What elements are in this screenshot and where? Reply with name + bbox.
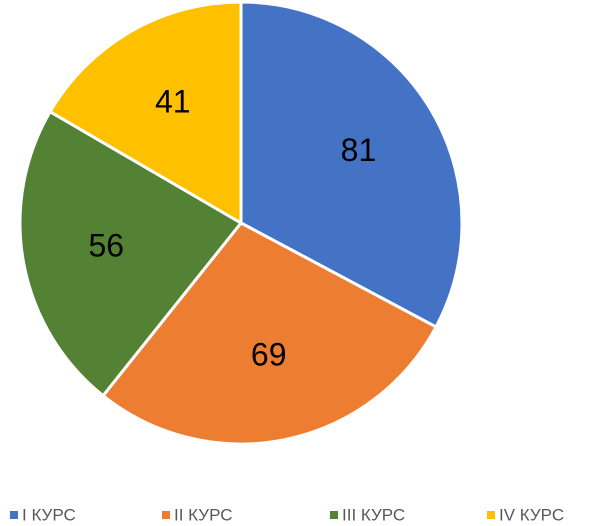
data-label: 56 <box>89 228 125 264</box>
legend-swatch <box>487 511 495 519</box>
pie-slice <box>239 0 464 329</box>
legend-label: IV КУРС <box>499 505 564 524</box>
pie-slice <box>48 0 243 226</box>
data-label: 81 <box>341 132 377 168</box>
legend-swatch <box>10 511 18 519</box>
legend-swatch <box>330 511 338 519</box>
data-label: 69 <box>251 337 287 373</box>
legend-label: II КУРС <box>174 505 233 524</box>
data-label: 41 <box>155 84 191 120</box>
pie-slice <box>100 221 439 446</box>
legend-label: III КУРС <box>342 505 405 524</box>
legend-label: I КУРС <box>22 505 76 524</box>
pie-slice <box>18 109 244 398</box>
legend-swatch <box>162 511 170 519</box>
